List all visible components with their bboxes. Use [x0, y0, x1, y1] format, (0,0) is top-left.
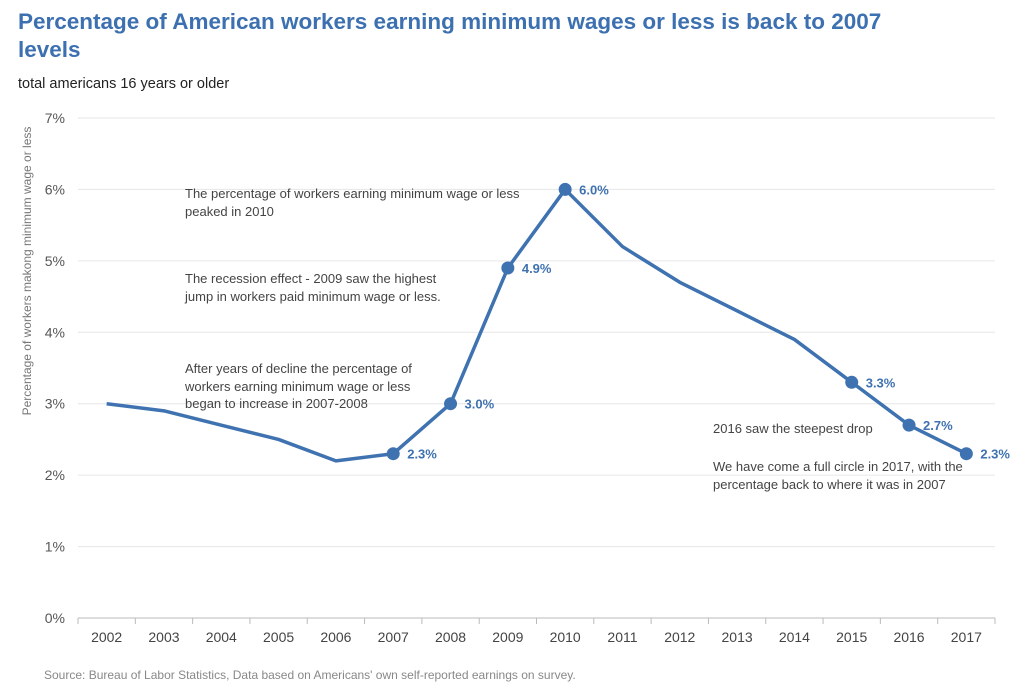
- series-line: [106, 187, 968, 463]
- annotation-decline: After years of decline the percentage of…: [185, 361, 412, 411]
- x-tick-label: 2013: [722, 629, 753, 645]
- y-tick-label: 7%: [45, 110, 65, 126]
- x-tick-label: 2002: [91, 629, 122, 645]
- y-tick-label: 3%: [45, 396, 65, 412]
- annotation-peak: The percentage of workers earning minimu…: [185, 186, 520, 219]
- data-label: 2.7%: [923, 418, 953, 433]
- y-tick-label: 6%: [45, 181, 65, 197]
- data-label: 3.0%: [465, 397, 495, 412]
- x-tick-label: 2008: [435, 629, 466, 645]
- data-point: [501, 261, 515, 275]
- annotation-recession: The recession effect - 2009 saw the high…: [185, 271, 441, 304]
- data-point: [959, 447, 973, 461]
- data-label: 4.9%: [522, 261, 552, 276]
- y-tick-label: 2%: [45, 467, 65, 483]
- source-note: Source: Bureau of Labor Statistics, Data…: [44, 668, 576, 682]
- x-tick-label: 2016: [893, 629, 924, 645]
- x-tick-label: 2015: [836, 629, 867, 645]
- annotation-full-circle: We have come a full circle in 2017, with…: [713, 459, 963, 492]
- data-label: 2.3%: [980, 447, 1010, 462]
- data-label: 3.3%: [866, 375, 896, 390]
- x-tick-label: 2004: [206, 629, 237, 645]
- chart-title: Percentage of American workers earning m…: [18, 9, 882, 62]
- data-point: [558, 182, 572, 196]
- data-label: 2.3%: [407, 447, 437, 462]
- x-tick-label: 2017: [951, 629, 982, 645]
- x-tick-label: 2009: [492, 629, 523, 645]
- y-tick-label: 4%: [45, 324, 65, 340]
- x-tick-label: 2006: [320, 629, 351, 645]
- x-tick-label: 2012: [664, 629, 695, 645]
- annotation-steepest: 2016 saw the steepest drop: [713, 421, 873, 436]
- y-tick-label: 0%: [45, 610, 65, 626]
- chart-subtitle: total americans 16 years or older: [18, 76, 230, 92]
- y-tick-label: 1%: [45, 539, 65, 555]
- x-tick-label: 2011: [607, 629, 637, 645]
- data-label: 6.0%: [579, 182, 609, 197]
- x-tick-label: 2014: [779, 629, 810, 645]
- data-point: [845, 375, 859, 389]
- x-tick-label: 2003: [148, 629, 179, 645]
- data-point: [386, 447, 400, 461]
- data-point: [444, 397, 458, 411]
- x-tick-label: 2010: [550, 629, 581, 645]
- y-tick-label: 5%: [45, 253, 65, 269]
- x-tick-label: 2007: [378, 629, 409, 645]
- x-tick-label: 2005: [263, 629, 294, 645]
- data-point: [902, 418, 916, 432]
